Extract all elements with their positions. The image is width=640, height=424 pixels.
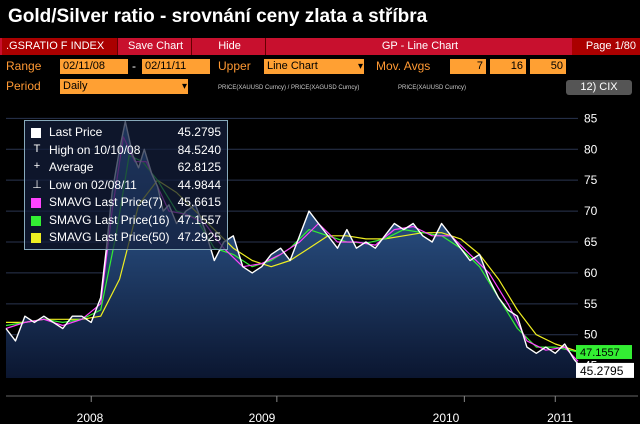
sma16-end-badge [576,345,632,360]
x-tick-label: 2010 [433,411,460,424]
range-separator: - [132,59,136,73]
x-tick-label: 2011 [547,411,573,424]
upper-label: Upper [218,59,251,73]
y-tick-label: 80 [584,142,598,156]
y-tick-label: 70 [584,204,598,218]
mov-avg-1-input[interactable]: 7 [450,59,486,74]
legend-item: Last Price 45.2795 [29,125,225,141]
legend-item: ⊥ Low on 02/08/11 44.9844 [29,178,225,194]
legend-value: 47.1557 [177,212,221,227]
title-bar: Gold/Silver ratio - srovnání ceny zlata … [0,0,640,36]
y-tick-label: 75 [584,173,598,187]
formula-label-1: PRICE(XAUUSD Curncy) / PRICE(XAGUSD Curn… [218,85,360,91]
legend-value: 45.6615 [177,195,221,209]
save-chart-button[interactable]: Save Chart [120,38,192,55]
legend-swatch [31,233,41,243]
legend-value: 47.2925 [177,230,221,244]
y-tick-label: 60 [584,266,598,280]
y-tick-label: 85 [584,111,598,125]
page-indicator: Page 1/80 [572,38,640,55]
legend-item: + Average 62.8125 [29,160,225,176]
legend-label: SMAVG Last Price(16) [49,212,170,227]
legend-label: SMAVG Last Price(7) [49,195,163,209]
y-tick-label: 55 [584,297,598,311]
range-label: Range [6,59,42,73]
legend-item: SMAVG Last Price(50) 47.2925 [29,230,225,246]
sma7-line [5,136,579,362]
formula-label-2: PRICE(XAUUSD Curncy) [398,85,467,91]
cix-button[interactable]: 12) CIX [566,80,632,95]
x-tick-label: 2008 [77,411,104,424]
legend-swatch [31,198,41,208]
last-price-badge [576,362,634,378]
legend-symbol-icon: ⊥ [32,178,42,191]
index-ticker[interactable]: .GSRATIO F INDEX [2,38,118,55]
mov-avg-2-input[interactable]: 16 [490,59,526,74]
page-title: Gold/Silver ratio - srovnání ceny zlata … [8,6,428,27]
legend-item: SMAVG Last Price(16) 47.1557 [29,213,225,229]
mov-avgs-label: Mov. Avgs [376,59,431,73]
period-row: Period Daily [0,78,640,96]
period-label: Period [6,79,41,93]
legend-label: Average [49,160,94,174]
legend: Last Price 45.2795 T High on 10/10/08 84.524… [24,120,228,250]
legend-label: Last Price [49,125,103,139]
upper-select[interactable]: Line Chart [264,59,364,74]
legend-label: SMAVG Last Price(50) [49,230,170,244]
range-end-input[interactable]: 02/11/11 [142,59,210,74]
legend-value: 62.8125 [177,160,221,174]
y-tick-label: 50 [584,328,598,342]
legend-value: 84.5240 [177,142,221,157]
legend-item: SMAVG Last Price(7) 45.6615 [29,195,225,211]
legend-label: Low on 02/08/11 [49,177,137,192]
legend-symbol-icon: T [33,142,41,155]
chart-name: GP - Line Chart [381,40,459,52]
x-tick-label: 2009 [249,411,276,424]
legend-label: High on 10/10/08 [49,142,141,157]
last-price-label: 45.2795 [580,364,624,378]
legend-item: T High on 10/10/08 84.5240 [29,143,225,159]
legend-swatch [31,215,41,226]
price-line [5,120,579,365]
mov-avg-3-input[interactable]: 50 [530,59,566,74]
legend-value: 45.2795 [177,125,221,139]
range-start-input[interactable]: 02/11/08 [60,59,128,74]
range-row: Range 02/11/08 - 02/11/11 Upper Line Cha… [0,58,640,76]
y-tick-label: 65 [584,235,598,249]
legend-symbol-icon: + [33,160,41,172]
period-select[interactable]: Daily [60,79,188,94]
hide-button[interactable]: Hide [194,38,266,55]
legend-swatch [31,128,41,138]
toolbar: .GSRATIO F INDEX Save Chart Hide GP - Li… [0,38,640,55]
sma16-end-label: 47.1557 [580,347,620,359]
legend-value: 44.9844 [177,177,221,192]
